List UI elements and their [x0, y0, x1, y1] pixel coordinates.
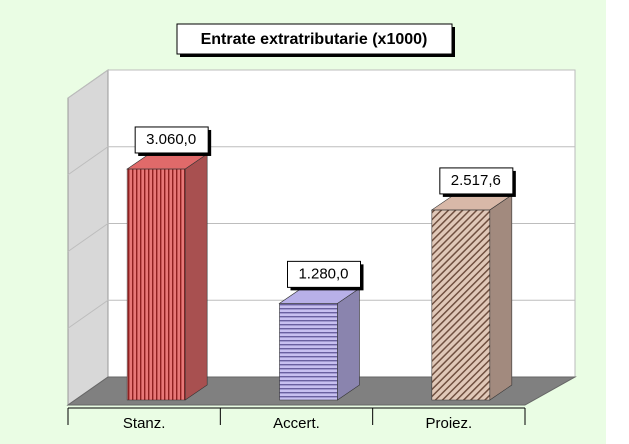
x-tick-label: Accert. — [273, 415, 320, 432]
chart-title: Entrate extratributarie (x1000) — [201, 31, 428, 48]
grid-line — [67, 146, 575, 176]
x-tick-label: Proiez. — [425, 415, 472, 432]
value-label: 2.517,6 — [451, 172, 501, 189]
bar-front — [126, 168, 186, 401]
value-label-box — [439, 167, 514, 195]
plot: Stanz. 3.060,0 Accert. 1.280,0 Proiez. 2.517,… — [66, 69, 577, 432]
grid-line — [67, 223, 575, 252]
title-box — [176, 23, 453, 55]
value-label-box — [134, 126, 209, 154]
bar-side — [184, 153, 208, 401]
bar-front — [431, 209, 491, 401]
bar — [126, 153, 209, 401]
bar — [278, 287, 361, 401]
bar — [430, 194, 513, 401]
value-label: 1.280,0 — [298, 265, 348, 282]
value-label: 3.060,0 — [146, 131, 196, 148]
bar-front — [279, 303, 338, 401]
bar-side — [489, 194, 513, 401]
grid-line — [67, 299, 575, 329]
grid-line — [67, 69, 575, 99]
bar-side — [337, 287, 360, 401]
x-tick-label: Stanz. — [123, 415, 166, 432]
value-label-box — [287, 260, 361, 288]
